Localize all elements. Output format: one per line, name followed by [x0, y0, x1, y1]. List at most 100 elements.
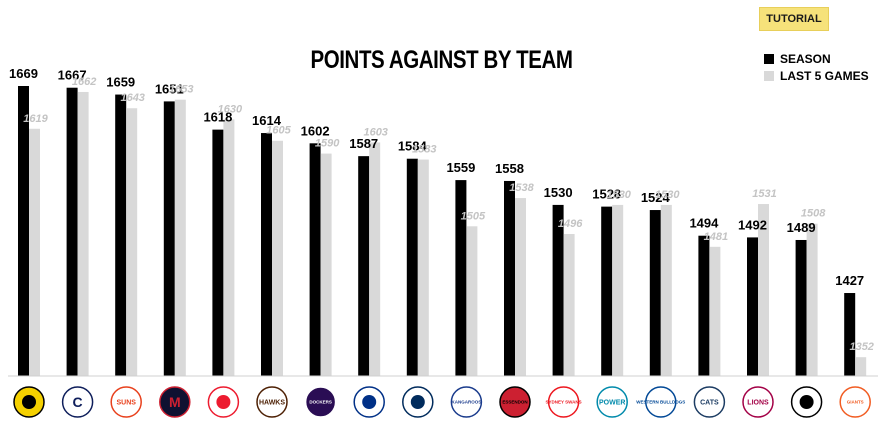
label-season-adelaide: 1584	[398, 139, 428, 154]
richmond-logo-emblem	[22, 395, 36, 409]
label-last-5-gold-coast-suns: 1643	[120, 92, 144, 104]
north-melbourne-logo: KANGAROOS	[450, 386, 483, 418]
legend-label-season: SEASON	[780, 51, 831, 66]
carlton-logo: C	[61, 386, 94, 418]
brisbane-logo: LIONS	[742, 386, 774, 418]
label-season-hawthorn: 1614	[252, 113, 282, 128]
geelong-logo: CATS	[693, 386, 726, 418]
sydney-logo: SYDNEY SWANS	[546, 386, 582, 418]
label-last-5-st-kilda: 1630	[218, 103, 243, 115]
bar-season-port-adelaide	[601, 206, 613, 376]
brisbane-logo-text: LIONS	[747, 399, 769, 406]
bar-season-brisbane-lions	[747, 237, 758, 376]
collingwood-logo	[790, 386, 823, 418]
bar-last-5-gold-coast-suns	[126, 108, 138, 377]
label-last-5-adelaide: 1583	[412, 144, 436, 156]
label-season-geelong: 1494	[689, 216, 719, 231]
label-last-5-north-melbourne: 1505	[461, 210, 486, 222]
bar-last-5-north-melbourne	[466, 226, 478, 376]
essendon-logo: ESSENDON	[499, 386, 531, 418]
bar-season-fremantle	[309, 143, 321, 376]
bar-last-5-brisbane-lions	[758, 204, 769, 376]
bar-last-5-carlton	[77, 91, 89, 377]
hawthorn-logo-text: HAWKS	[259, 399, 285, 406]
bars-layer	[18, 86, 867, 377]
label-season-north-melbourne: 1559	[446, 160, 475, 175]
label-last-5-essendon: 1538	[509, 182, 534, 194]
geelong-logo-text: CATS	[700, 399, 719, 406]
bar-season-west-coast	[358, 156, 370, 376]
bar-season-geelong	[698, 235, 710, 376]
label-season-port-adelaide: 1528	[592, 187, 621, 202]
western-bulldogs-logo: WESTERN BULLDOGS	[636, 386, 685, 418]
bar-season-adelaide	[406, 158, 418, 376]
label-season-carlton: 1667	[58, 68, 87, 83]
st-kilda-logo-emblem	[216, 395, 231, 409]
bar-last-5-sydney	[563, 233, 575, 376]
label-last-5-port-adelaide: 1530	[606, 189, 631, 201]
label-season-melbourne: 1651	[155, 81, 184, 96]
tutorial-button[interactable]: TUTORIAL	[759, 7, 829, 31]
label-season-fremantle: 1602	[301, 123, 330, 138]
label-season-brisbane-lions: 1492	[738, 217, 767, 232]
brisbane-logo-badge	[742, 386, 774, 418]
bar-season-western-bulldogs	[649, 210, 661, 376]
bar-last-5-gws-giants	[855, 357, 867, 376]
legend-item-last-5-games: LAST 5 GAMES	[764, 67, 869, 84]
western-bulldogs-logo-text: WESTERN BULLDOGS	[636, 400, 685, 405]
team-logos-row: C SUNS M HAWKS DOCKERS KANGAROOS ESSENDON SYDNE…	[13, 386, 871, 418]
gws-logo-badge	[839, 386, 871, 418]
port-adelaide-logo-text: POWER	[599, 399, 625, 406]
bar-season-north-melbourne	[455, 180, 467, 376]
label-last-5-gws-giants: 1352	[849, 341, 873, 353]
fremantle-logo-text: DOCKERS	[309, 400, 332, 405]
label-last-5-western-bulldogs: 1530	[655, 189, 680, 201]
sydney-logo-badge	[547, 386, 580, 418]
adelaide-logo	[402, 386, 434, 418]
fremantle-logo: DOCKERS	[304, 386, 337, 418]
label-season-gold-coast-suns: 1659	[106, 75, 135, 90]
chart-title: POINTS AGAINST BY TEAM	[310, 46, 573, 74]
label-season-gws-giants: 1427	[835, 273, 864, 288]
sydney-logo-text: SYDNEY SWANS	[546, 400, 582, 405]
bar-last-5-west-coast	[369, 142, 381, 376]
bar-last-5-port-adelaide	[612, 204, 624, 376]
bar-last-5-western-bulldogs	[660, 204, 672, 376]
melbourne-logo-badge	[159, 386, 191, 418]
gws-logo: GIANTS	[839, 386, 871, 418]
fremantle-logo-badge	[304, 386, 337, 418]
label-last-5-collingwood: 1508	[801, 208, 826, 220]
bar-last-5-adelaide	[417, 159, 429, 376]
melbourne-logo-text: M	[169, 394, 181, 410]
bar-last-5-melbourne	[174, 99, 186, 376]
label-season-collingwood: 1489	[787, 220, 816, 235]
label-last-5-hawthorn: 1605	[266, 125, 291, 137]
bar-last-5-fremantle	[320, 153, 332, 376]
label-last-5-geelong: 1481	[704, 231, 728, 243]
gold-coast-suns-logo: SUNS	[110, 386, 142, 418]
hawthorn-logo: HAWKS	[256, 386, 288, 418]
st-kilda-logo	[207, 386, 240, 418]
hawthorn-logo-badge	[256, 386, 288, 418]
adelaide-logo-emblem	[410, 395, 425, 409]
bar-season-essendon	[504, 180, 515, 376]
bar-last-5-essendon	[515, 198, 526, 376]
north-melbourne-logo-text: KANGAROOS	[452, 400, 482, 405]
bar-season-collingwood	[795, 239, 807, 376]
bar-last-5-collingwood	[806, 223, 818, 376]
bar-last-5-hawthorn	[272, 140, 283, 376]
bar-season-carlton	[66, 87, 78, 377]
label-season-western-bulldogs: 1524	[641, 190, 671, 205]
bar-season-richmond	[18, 86, 29, 376]
label-season-richmond: 1669	[9, 66, 38, 81]
essendon-logo-text: ESSENDON	[502, 400, 527, 405]
gws-logo-text: GIANTS	[847, 400, 864, 405]
label-last-5-richmond: 1619	[23, 113, 48, 125]
legend-label-last-5-games: LAST 5 GAMES	[780, 68, 869, 83]
legend-swatch-last-5-games	[764, 70, 774, 81]
label-season-west-coast: 1587	[349, 136, 378, 151]
collingwood-logo-emblem	[799, 395, 814, 409]
bar-season-melbourne	[163, 101, 175, 377]
